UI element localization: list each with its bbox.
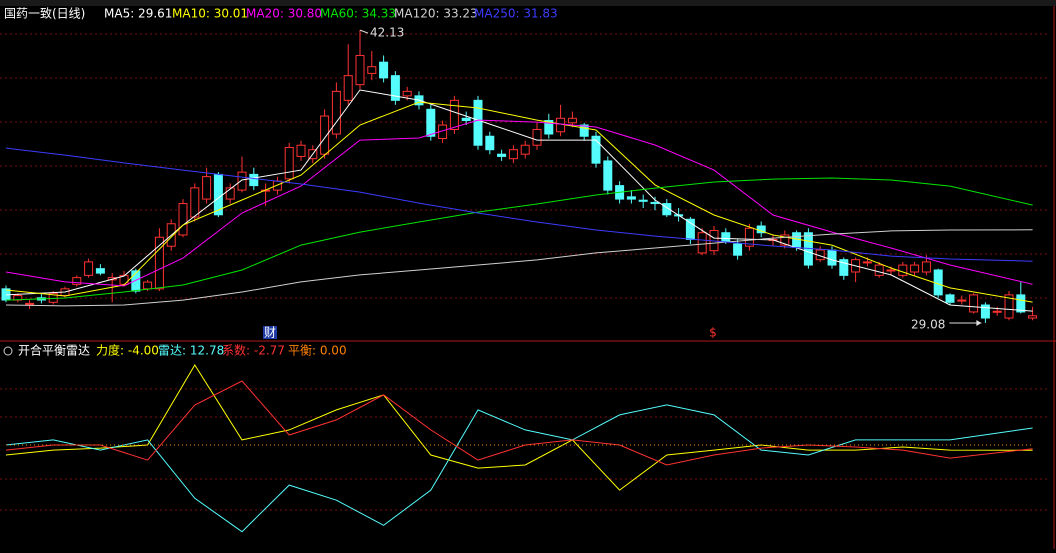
candle-body: [131, 270, 141, 292]
series-line: [5, 229, 1033, 307]
candle-body: [402, 90, 412, 97]
candle-body: [508, 149, 518, 160]
candle-body: [579, 124, 589, 137]
candle-body: [426, 108, 436, 137]
candle-body: [473, 99, 483, 146]
candle-body: [957, 299, 967, 302]
event-marker: 财: [264, 326, 276, 340]
candle-body: [449, 99, 459, 131]
candle-body: [780, 234, 790, 246]
candle-body: [910, 264, 920, 273]
candle-body: [390, 75, 400, 101]
indicator-icon: [3, 346, 13, 356]
legend-entry: MA5: 29.61: [104, 7, 172, 21]
series-line: [5, 101, 1033, 303]
candle-body: [662, 203, 672, 216]
annotation: 29.08: [911, 317, 945, 331]
event-marker-bg: [263, 326, 277, 339]
candle-body: [898, 264, 908, 276]
candle-body: [72, 277, 82, 285]
candle-body: [827, 249, 837, 266]
legend-entry: 平衡: 0.00: [288, 344, 347, 358]
candle-body: [190, 187, 200, 218]
series-line: [5, 177, 1033, 301]
candle-body: [225, 187, 235, 200]
candle-body: [933, 269, 943, 296]
chart-title: 国药一致(日线): [4, 7, 85, 21]
candle-body: [95, 268, 105, 274]
candle-body: [343, 75, 353, 101]
series-line: [5, 89, 1033, 312]
candle-body: [886, 269, 896, 272]
candle-body: [1016, 294, 1026, 313]
candle-body: [733, 243, 743, 256]
candle-body: [874, 264, 884, 276]
candle-body: [249, 173, 259, 187]
candle-body: [697, 232, 707, 254]
series-line: [5, 147, 1033, 262]
annotation: 42.13: [370, 26, 404, 40]
annotation-leader: [359, 29, 369, 34]
event-marker: $: [709, 326, 717, 340]
series-line: [5, 404, 1033, 533]
candle-body: [969, 294, 979, 313]
candle-body: [485, 135, 495, 151]
candle-body: [272, 180, 282, 191]
candle-body: [178, 203, 188, 236]
legend-entry: MA120: 33.23: [394, 7, 478, 21]
candle-body: [591, 135, 601, 164]
candle-body: [638, 199, 648, 202]
candle-body: [379, 61, 389, 79]
candle-body: [1004, 294, 1014, 319]
series-line: [5, 119, 1033, 287]
plot-area: 42.13 29.08 财 $: [1, 26, 1038, 533]
candle-body: [992, 310, 1002, 313]
series-line: [5, 364, 1033, 491]
menu-strip: [0, 0, 1056, 6]
candle-body: [744, 227, 754, 247]
indicator-title: 开合平衡雷达: [18, 343, 90, 358]
legend-entry: MA60: 34.33: [320, 7, 396, 21]
candle-body: [497, 153, 507, 157]
candle-body: [603, 160, 613, 191]
candle-body: [532, 129, 542, 146]
candle-body: [237, 171, 247, 191]
candle-body: [862, 261, 872, 264]
legend-entry: MA250: 31.83: [474, 7, 558, 21]
candle-body: [355, 54, 365, 86]
candle-body: [461, 117, 471, 122]
candle-body: [567, 117, 577, 124]
candle-body: [1028, 315, 1038, 319]
candle-body: [202, 176, 212, 200]
candle-body: [921, 261, 931, 273]
candle-body: [945, 294, 955, 303]
candle-body: [839, 259, 849, 276]
candle-body: [154, 236, 164, 290]
candle-body: [544, 120, 554, 135]
candle-body: [626, 196, 636, 200]
legend-entry: MA20: 30.80: [246, 7, 322, 21]
candle-body: [520, 144, 530, 155]
candle-body: [25, 302, 35, 305]
legend-entry: MA10: 30.01: [172, 7, 248, 21]
candle-body: [721, 232, 731, 243]
candle-body: [792, 232, 802, 248]
legend-entry: 雷达: 12.78: [158, 344, 224, 358]
candle-body: [284, 146, 294, 180]
annotation-arrowhead: [976, 319, 982, 326]
candle-body: [367, 66, 377, 74]
series-line: [5, 380, 1033, 466]
candle-body: [84, 261, 94, 276]
legend-entry: 系数: -2.77: [222, 343, 285, 358]
candle-body: [320, 115, 330, 155]
candle-body: [650, 201, 660, 205]
legend-entry: 力度: -4.00: [96, 343, 159, 358]
candle-body: [143, 281, 153, 290]
candle-body: [331, 90, 341, 135]
candle-body: [296, 144, 306, 157]
candle-body: [980, 304, 990, 319]
